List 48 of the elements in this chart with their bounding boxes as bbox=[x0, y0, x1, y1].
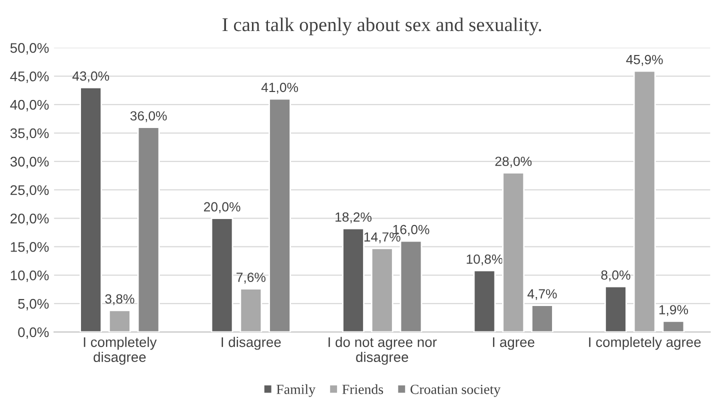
bar bbox=[137, 126, 160, 332]
bar bbox=[662, 320, 685, 332]
data-label: 7,6% bbox=[236, 272, 266, 284]
bar bbox=[473, 270, 496, 332]
bar bbox=[240, 288, 262, 332]
y-tick-label: 40,0% bbox=[10, 100, 49, 112]
data-label: 28,0% bbox=[495, 156, 532, 168]
data-label: 1,9% bbox=[659, 305, 688, 316]
bar bbox=[108, 310, 131, 332]
x-tick-label: I completely disagree bbox=[84, 336, 157, 365]
data-label: 43,0% bbox=[72, 71, 110, 82]
data-label: 45,9% bbox=[626, 54, 663, 66]
legend-label: Friends bbox=[342, 384, 384, 394]
data-label: 18,2% bbox=[336, 212, 372, 224]
data-label: 20,0% bbox=[204, 202, 240, 214]
bar bbox=[370, 248, 394, 332]
bar bbox=[342, 228, 364, 332]
y-tick-label: 35,0% bbox=[10, 128, 49, 140]
data-label: 10,8% bbox=[466, 254, 503, 266]
y-tick-label: 10,0% bbox=[10, 270, 49, 282]
bar bbox=[268, 98, 291, 332]
bar bbox=[210, 218, 234, 332]
y-tick-label: 15,0% bbox=[10, 242, 49, 254]
bar bbox=[400, 240, 422, 332]
y-tick-label: 5,0% bbox=[18, 298, 49, 310]
y-tick-label: 45,0% bbox=[10, 71, 49, 83]
bar bbox=[604, 286, 627, 332]
bar bbox=[531, 304, 554, 332]
x-tick-label: I do not agree nor disagree bbox=[328, 336, 437, 365]
y-tick-label: 50,0% bbox=[10, 43, 49, 55]
data-label: 41,0% bbox=[261, 82, 298, 94]
x-tick-label: I disagree bbox=[222, 336, 281, 350]
data-label: 8,0% bbox=[601, 270, 630, 282]
y-tick-label: 30,0% bbox=[10, 156, 49, 168]
data-label: 36,0% bbox=[130, 111, 167, 122]
legend-label: Family bbox=[276, 384, 316, 397]
y-tick-label: 0,0% bbox=[18, 327, 49, 339]
y-tick-label: 25,0% bbox=[10, 185, 49, 197]
bar bbox=[502, 172, 525, 332]
chart-title: I can talk openly about sex and sexuality. bbox=[222, 18, 542, 36]
y-tick-label: 20,0% bbox=[10, 214, 49, 226]
data-label: 4,7% bbox=[527, 289, 557, 300]
x-tick-label: I agree bbox=[493, 337, 534, 350]
data-label: 3,8% bbox=[105, 294, 134, 306]
legend-label: Croatian society bbox=[410, 384, 501, 397]
bar bbox=[80, 86, 102, 332]
x-tick-label: I completely agree bbox=[589, 336, 701, 350]
bar bbox=[633, 70, 656, 332]
